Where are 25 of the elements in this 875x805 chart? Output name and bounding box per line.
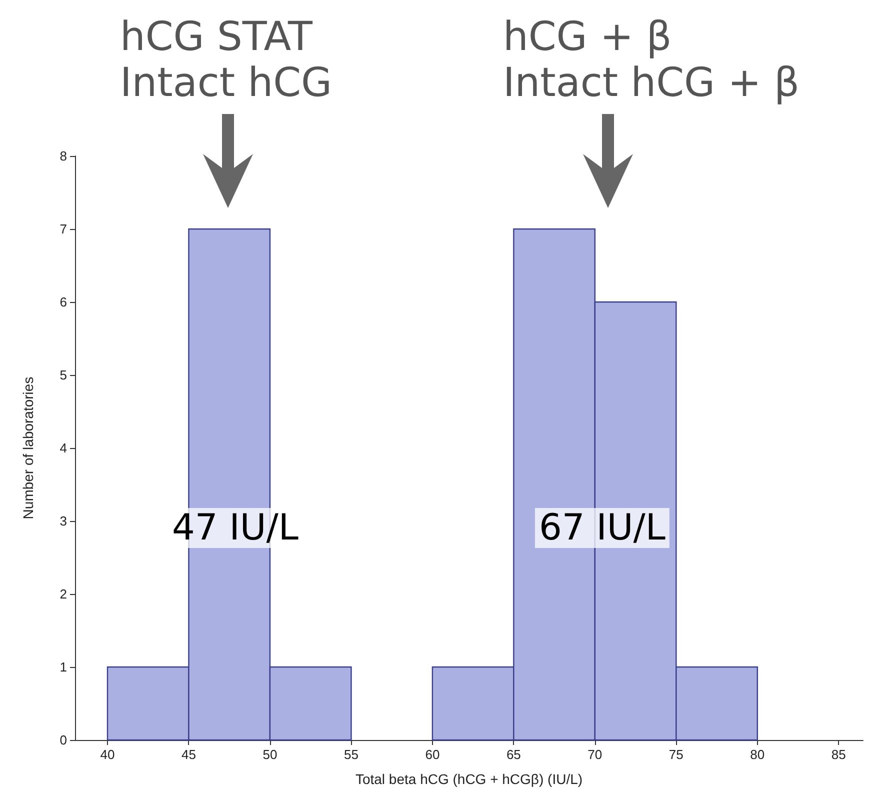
x-tick-label: 55 <box>344 747 358 762</box>
x-tick-label: 45 <box>182 747 196 762</box>
y-tick-label: 3 <box>60 514 67 528</box>
y-tick-label: 7 <box>60 222 67 236</box>
y-tick-label: 5 <box>60 368 67 382</box>
y-tick-label: 0 <box>60 732 67 748</box>
x-tick-label: 80 <box>750 747 765 762</box>
text: hCG STAT Intact hCG <box>120 14 332 106</box>
y-tick-label: 1 <box>60 660 67 674</box>
y-tick-label: 8 <box>60 148 67 164</box>
text: hCG + β Intact hCG + β <box>503 14 800 106</box>
x-tick-label: 75 <box>668 747 684 762</box>
x-tick-label: 85 <box>831 747 846 762</box>
annotation: 47 IU/L <box>172 508 298 548</box>
x-tick-label: 50 <box>262 747 278 762</box>
x-tick-label: 70 <box>588 747 602 762</box>
y-tick-label: 2 <box>60 586 67 602</box>
annotation: 67 IU/L <box>539 508 666 548</box>
y-tick-label: 6 <box>60 294 67 310</box>
y-tick-label: 4 <box>60 440 67 456</box>
x-tick-label: 60 <box>425 747 440 762</box>
x-tick-label: 40 <box>100 747 115 762</box>
x-tick-label: 65 <box>506 747 521 762</box>
y-axis-title: Number of laboratories <box>20 376 36 520</box>
x-axis-title: Total beta hCG (hCG + hCGβ) (IU/L) <box>355 771 583 787</box>
